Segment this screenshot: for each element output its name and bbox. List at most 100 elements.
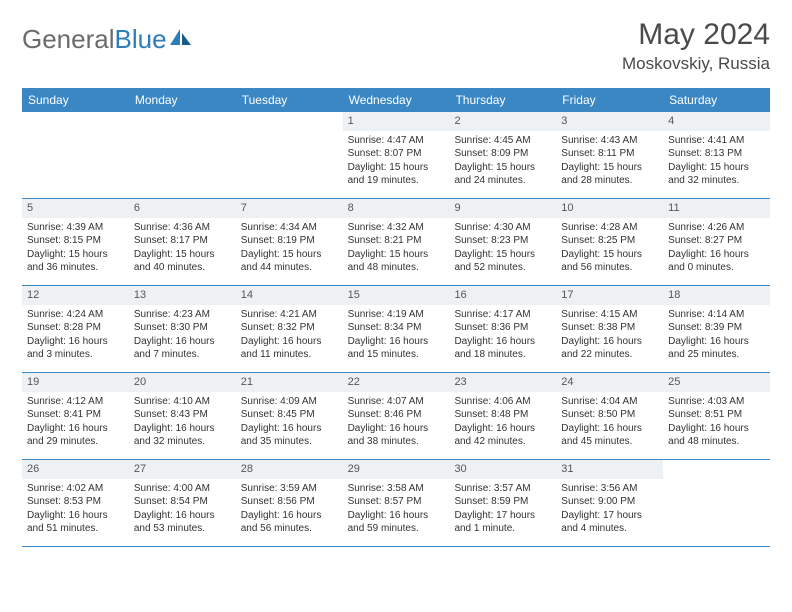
day-info-line: Sunset: 8:34 PM <box>348 321 445 335</box>
day-cell: 19Sunrise: 4:12 AMSunset: 8:41 PMDayligh… <box>22 373 129 459</box>
day-info-line: Sunset: 8:50 PM <box>561 408 658 422</box>
day-number: 1 <box>343 112 450 131</box>
day-info-line: Sunrise: 4:15 AM <box>561 308 658 322</box>
day-info-line: Daylight: 17 hours <box>454 509 551 523</box>
day-info-line: and 40 minutes. <box>134 261 231 275</box>
day-info-line: Sunrise: 4:21 AM <box>241 308 338 322</box>
day-cell: 0 <box>22 112 129 198</box>
day-info-line: Sunrise: 4:32 AM <box>348 221 445 235</box>
day-info-line: Sunrise: 4:04 AM <box>561 395 658 409</box>
weekday-header-row: Sunday Monday Tuesday Wednesday Thursday… <box>22 88 770 112</box>
day-info-line: and 11 minutes. <box>241 348 338 362</box>
day-info-line: Sunrise: 4:24 AM <box>27 308 124 322</box>
day-info-line: and 32 minutes. <box>668 174 765 188</box>
day-info-line: Sunset: 8:11 PM <box>561 147 658 161</box>
day-info-line: and 42 minutes. <box>454 435 551 449</box>
day-info-line: Daylight: 16 hours <box>454 422 551 436</box>
day-number: 11 <box>663 199 770 218</box>
weekday-header: Monday <box>129 88 236 112</box>
day-info-line: Daylight: 16 hours <box>348 509 445 523</box>
day-info-line: Sunrise: 4:30 AM <box>454 221 551 235</box>
day-info-line: and 38 minutes. <box>348 435 445 449</box>
day-number: 28 <box>236 460 343 479</box>
day-cell: 23Sunrise: 4:06 AMSunset: 8:48 PMDayligh… <box>449 373 556 459</box>
day-info-line: and 7 minutes. <box>134 348 231 362</box>
day-number: 26 <box>22 460 129 479</box>
day-info-line: Sunset: 8:56 PM <box>241 495 338 509</box>
logo-sail-icon <box>169 27 193 47</box>
day-cell: 1Sunrise: 4:47 AMSunset: 8:07 PMDaylight… <box>343 112 450 198</box>
day-cell: 3Sunrise: 4:43 AMSunset: 8:11 PMDaylight… <box>556 112 663 198</box>
day-number: 0 <box>663 460 770 479</box>
day-cell: 16Sunrise: 4:17 AMSunset: 8:36 PMDayligh… <box>449 286 556 372</box>
day-info-line: Daylight: 17 hours <box>561 509 658 523</box>
day-info-line: and 53 minutes. <box>134 522 231 536</box>
calendar-week: 19Sunrise: 4:12 AMSunset: 8:41 PMDayligh… <box>22 373 770 460</box>
day-cell: 28 Sunrise: 3:59 AMSunset: 8:56 PMDayligh… <box>236 460 343 546</box>
day-info-line: Daylight: 15 hours <box>134 248 231 262</box>
day-info-line: Sunset: 8:32 PM <box>241 321 338 335</box>
calendar-week: 26Sunrise: 4:02 AMSunset: 8:53 PMDayligh… <box>22 460 770 547</box>
day-number: 6 <box>129 199 236 218</box>
day-info-line: and 3 minutes. <box>27 348 124 362</box>
weekday-header: Saturday <box>663 88 770 112</box>
day-number: 17 <box>556 286 663 305</box>
day-number: 24 <box>556 373 663 392</box>
day-cell: 6Sunrise: 4:36 AMSunset: 8:17 PMDaylight… <box>129 199 236 285</box>
day-cell: 22Sunrise: 4:07 AMSunset: 8:46 PMDayligh… <box>343 373 450 459</box>
day-number: 25 <box>663 373 770 392</box>
day-cell: 0 <box>663 460 770 546</box>
day-info-line: Daylight: 16 hours <box>454 335 551 349</box>
day-info-line: Sunrise: 4:36 AM <box>134 221 231 235</box>
day-info-line: Daylight: 15 hours <box>561 161 658 175</box>
day-number: 16 <box>449 286 556 305</box>
day-info-line: Daylight: 16 hours <box>241 509 338 523</box>
day-info-line: Daylight: 16 hours <box>241 422 338 436</box>
logo-text-gray: General <box>22 24 115 55</box>
day-info-line: and 32 minutes. <box>134 435 231 449</box>
day-cell: 18Sunrise: 4:14 AMSunset: 8:39 PMDayligh… <box>663 286 770 372</box>
day-info-line: Sunset: 8:30 PM <box>134 321 231 335</box>
day-info-line: Sunrise: 4:43 AM <box>561 134 658 148</box>
day-info-line: and 19 minutes. <box>348 174 445 188</box>
day-info-line: Sunset: 8:23 PM <box>454 234 551 248</box>
day-info-line: Sunrise: 3:59 AM <box>241 482 338 496</box>
day-number: 5 <box>22 199 129 218</box>
day-info-line: Sunrise: 4:07 AM <box>348 395 445 409</box>
day-info-line: and 36 minutes. <box>27 261 124 275</box>
day-cell: 15Sunrise: 4:19 AMSunset: 8:34 PMDayligh… <box>343 286 450 372</box>
day-cell: 9Sunrise: 4:30 AMSunset: 8:23 PMDaylight… <box>449 199 556 285</box>
day-info-line: Daylight: 15 hours <box>454 161 551 175</box>
day-info-line: Daylight: 16 hours <box>27 509 124 523</box>
day-info-line: Sunset: 8:09 PM <box>454 147 551 161</box>
day-cell: 29Sunrise: 3:58 AMSunset: 8:57 PMDayligh… <box>343 460 450 546</box>
day-info-line: Sunset: 8:51 PM <box>668 408 765 422</box>
day-info-line: Daylight: 16 hours <box>668 335 765 349</box>
day-info-line: and 56 minutes. <box>241 522 338 536</box>
day-cell: 14Sunrise: 4:21 AMSunset: 8:32 PMDayligh… <box>236 286 343 372</box>
weekday-header: Tuesday <box>236 88 343 112</box>
day-info-line: Sunrise: 4:28 AM <box>561 221 658 235</box>
day-cell: 8Sunrise: 4:32 AMSunset: 8:21 PMDaylight… <box>343 199 450 285</box>
day-info-line: Sunset: 8:15 PM <box>27 234 124 248</box>
day-info-line: Sunset: 8:54 PM <box>134 495 231 509</box>
day-number: 0 <box>129 112 236 131</box>
day-info-line: Daylight: 16 hours <box>668 248 765 262</box>
day-cell: 26Sunrise: 4:02 AMSunset: 8:53 PMDayligh… <box>22 460 129 546</box>
day-number: 18 <box>663 286 770 305</box>
day-info-line: and 45 minutes. <box>561 435 658 449</box>
day-cell: 10Sunrise: 4:28 AMSunset: 8:25 PMDayligh… <box>556 199 663 285</box>
day-info-line: and 15 minutes. <box>348 348 445 362</box>
day-info-line: Daylight: 16 hours <box>668 422 765 436</box>
day-number: 27 <box>129 460 236 479</box>
day-number: 13 <box>129 286 236 305</box>
day-cell: 4Sunrise: 4:41 AMSunset: 8:13 PMDaylight… <box>663 112 770 198</box>
day-info-line: Sunset: 8:28 PM <box>27 321 124 335</box>
day-info-line: Sunrise: 4:34 AM <box>241 221 338 235</box>
day-cell: 21Sunrise: 4:09 AMSunset: 8:45 PMDayligh… <box>236 373 343 459</box>
day-number: 19 <box>22 373 129 392</box>
day-cell: 5Sunrise: 4:39 AMSunset: 8:15 PMDaylight… <box>22 199 129 285</box>
day-info-line: Daylight: 15 hours <box>348 248 445 262</box>
day-info-line: Sunset: 8:41 PM <box>27 408 124 422</box>
day-info-line: and 56 minutes. <box>561 261 658 275</box>
